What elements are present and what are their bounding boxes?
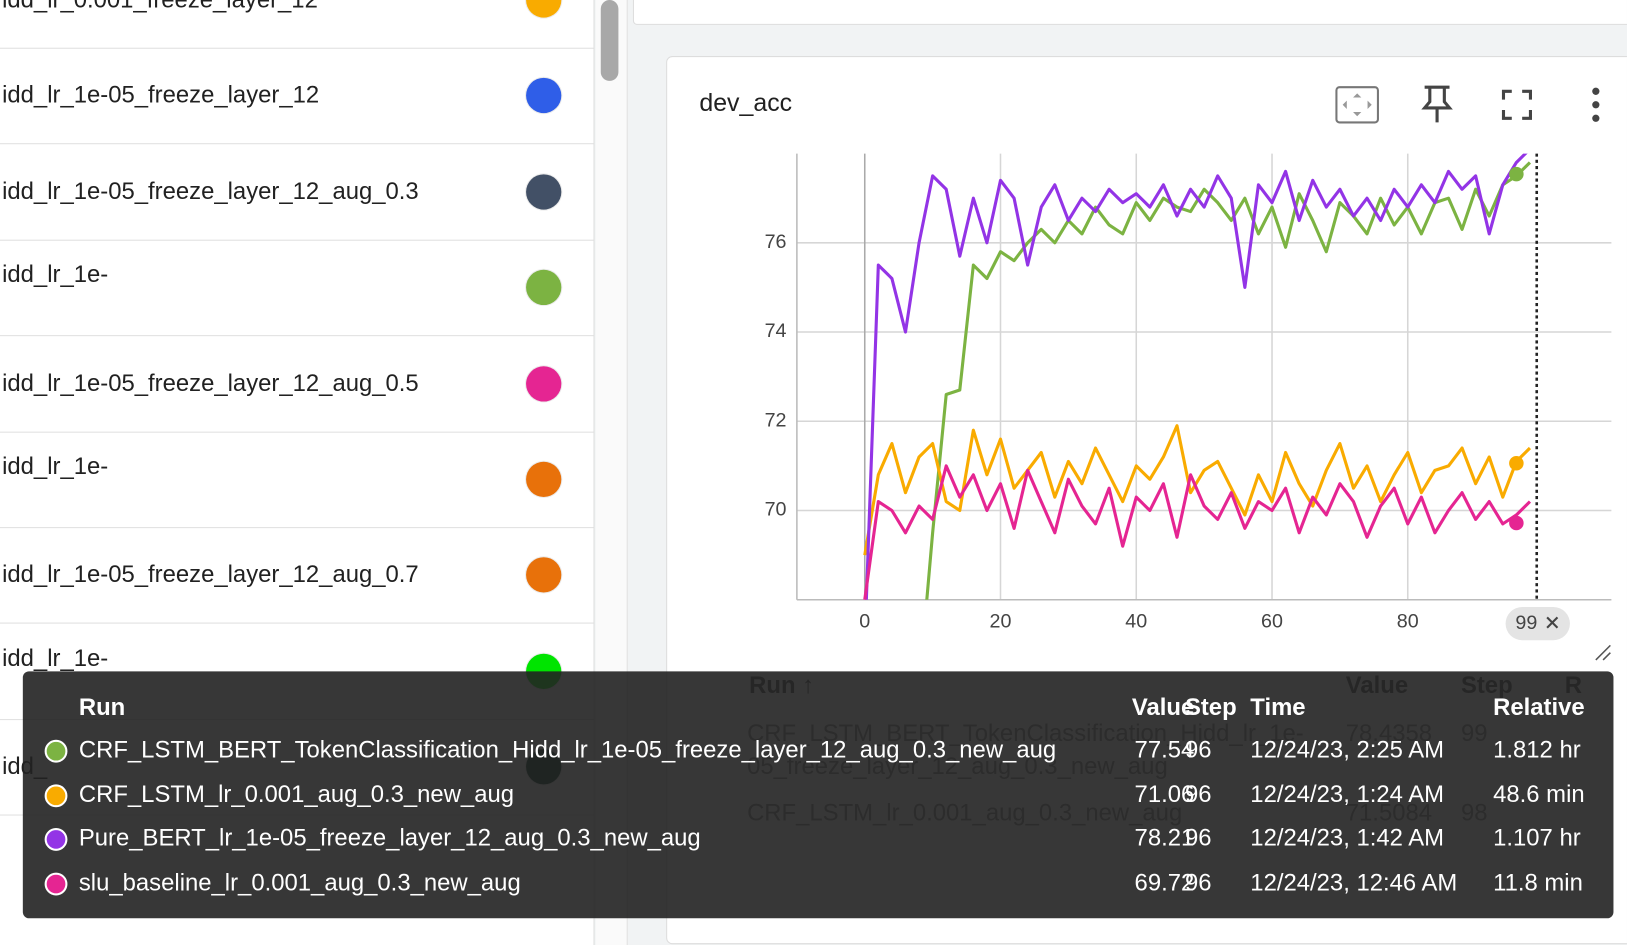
- x-tick-label: 20: [990, 611, 1012, 633]
- run-label: idd_lr_1e-05_freeze_layer_12_aug_0.3: [2, 177, 419, 205]
- run-row[interactable]: idd_lr_1e-: [0, 240, 594, 337]
- x-tick-label: 80: [1397, 611, 1419, 633]
- hover-point: [1509, 166, 1524, 182]
- hover-point: [1509, 515, 1524, 531]
- card-title: dev_acc: [699, 89, 793, 118]
- run-dot[interactable]: [526, 557, 562, 593]
- tooltip-relative: 48.6 min: [1493, 779, 1585, 807]
- run-dot[interactable]: [526, 365, 562, 402]
- hover-step-label: 99: [1515, 612, 1537, 634]
- tooltip-header: Run: [78, 693, 126, 721]
- x-tick-label: 40: [1125, 611, 1147, 633]
- tooltip-value: 69.72: [1134, 867, 1195, 895]
- fullscreen-button[interactable]: [1500, 88, 1533, 121]
- tooltip-relative: 1.812 hr: [1493, 735, 1581, 763]
- run-label: idd_lr_1e-: [2, 452, 109, 480]
- tooltip-value: 78.21: [1134, 823, 1195, 851]
- tooltip-value: 71.06: [1134, 779, 1195, 807]
- tooltip-header: Time: [1250, 693, 1306, 721]
- tooltip: Run Value Step Time Relative CRF_LSTM_BERT_To…: [22, 671, 1614, 919]
- run-label: idd_lr_0.001_freeze_layer_12: [2, 0, 318, 13]
- tooltip-time: 12/24/23, 1:24 AM: [1250, 779, 1445, 807]
- hover-step-close: [1546, 616, 1559, 629]
- hover-point: [1509, 137, 1524, 152]
- run-row[interactable]: idd_lr_1e-05_freeze_layer_12_aug_0.3: [0, 144, 594, 241]
- x-tick-label: 60: [1261, 611, 1283, 633]
- tooltip-header: Step: [1184, 693, 1237, 721]
- tooltip-header: Relative: [1493, 693, 1585, 721]
- tooltip-run: CRF_LSTM_lr_0.001_aug_0.3_new_aug: [78, 779, 515, 807]
- pin-button[interactable]: [1419, 83, 1454, 125]
- series-line: [864, 153, 1528, 600]
- y-tick-label: 74: [765, 320, 787, 342]
- run-row[interactable]: idd_lr_0.001_freeze_layer_12: [0, 0, 594, 49]
- tooltip-time: 12/24/23, 1:42 AM: [1250, 823, 1445, 851]
- run-row[interactable]: idd_lr_1e-05_freeze_layer_12_aug_0.5: [0, 336, 594, 433]
- y-tick-label: 70: [765, 499, 787, 521]
- hover-step-chip: [1505, 606, 1570, 641]
- card-above: [632, 0, 1627, 25]
- tooltip-time: 12/24/23, 2:25 AM: [1250, 735, 1445, 763]
- tooltip-relative: 11.8 min: [1493, 867, 1583, 895]
- run-row[interactable]: idd_lr_1e-: [0, 432, 594, 529]
- resize-handle[interactable]: [1594, 643, 1613, 662]
- tooltip-color-dot: [44, 872, 68, 895]
- run-dot[interactable]: [526, 0, 562, 18]
- x-tick-label: 0: [859, 611, 870, 633]
- tooltip-run: Pure_BERT_lr_1e-05_freeze_layer_12_aug_0…: [78, 823, 701, 851]
- tooltip-color-dot: [44, 783, 68, 807]
- run-label: idd_lr_1e-: [2, 260, 109, 288]
- tooltip-step: 96: [1184, 735, 1212, 763]
- tooltip-color-dot: [44, 828, 68, 851]
- hover-point: [1509, 455, 1524, 471]
- tooltip-time: 12/24/23, 12:46 AM: [1250, 867, 1458, 895]
- tooltip-header: Value: [1131, 693, 1195, 721]
- tooltip-value: 77.54: [1134, 735, 1195, 763]
- tooltip-relative: 1.107 hr: [1493, 823, 1581, 851]
- run-dot[interactable]: [526, 78, 562, 114]
- run-dot[interactable]: [526, 461, 562, 498]
- scrollbar-thumb[interactable]: [600, 0, 619, 81]
- run-label: idd_lr_1e-05_freeze_layer_12_aug_0.7: [2, 560, 419, 588]
- tooltip-step: 96: [1184, 823, 1212, 851]
- more-menu-button[interactable]: [1585, 86, 1606, 123]
- tooltip-step: 96: [1184, 779, 1212, 807]
- run-label: idd_lr_1e-05_freeze_layer_12: [2, 81, 320, 109]
- series-line: [863, 424, 1532, 556]
- tooltip-color-dot: [44, 739, 68, 763]
- tooltip-step: 96: [1184, 867, 1212, 895]
- run-label: idd_lr_1e-05_freeze_layer_12_aug_0.5: [2, 368, 419, 396]
- run-row[interactable]: idd_lr_1e-05_freeze_layer_12_aug_0.7: [0, 528, 594, 625]
- run-row[interactable]: idd_lr_1e-05_freeze_layer_12: [0, 48, 594, 145]
- tooltip-run: slu_baseline_lr_0.001_aug_0.3_new_aug: [78, 867, 521, 895]
- tooltip-run: CRF_LSTM_BERT_TokenClassification_Hidd_l…: [78, 735, 1057, 763]
- fit-domain-button[interactable]: [1334, 85, 1380, 124]
- run-dot[interactable]: [526, 269, 562, 306]
- y-tick-label: 76: [765, 231, 787, 253]
- y-tick-label: 72: [765, 409, 787, 431]
- series-line: [863, 464, 1532, 600]
- run-label: idd_lr_1e-: [2, 644, 109, 672]
- run-dot[interactable]: [526, 174, 562, 210]
